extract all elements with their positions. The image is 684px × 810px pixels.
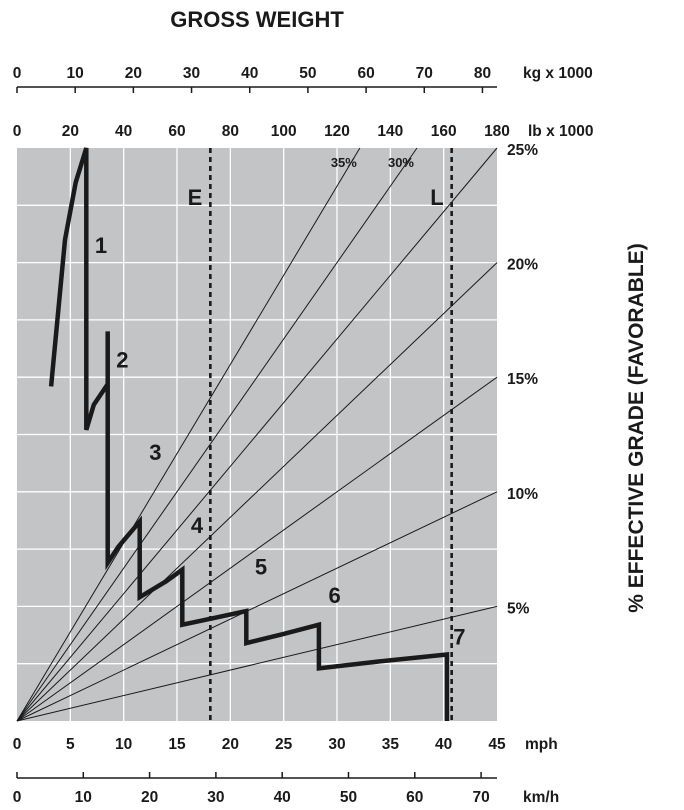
gear-label: 4	[191, 513, 204, 538]
kmh-axis-ticks: 0 10 20 30 40 50 60 70	[13, 772, 490, 806]
gear-labels: 1 2 3 4 5 6 7	[95, 233, 466, 650]
grade-label: 10%	[507, 486, 538, 503]
lb-axis-ticks: 0 20 40 60 80 100 120 140 160 180	[13, 123, 510, 140]
grade-label: 5%	[507, 600, 530, 617]
grade-lines	[16, 147, 498, 722]
lb-tick-label: 80	[222, 123, 239, 140]
kg-tick-label: 60	[357, 65, 374, 82]
grade-line	[16, 147, 361, 722]
lb-tick-label: 20	[62, 123, 79, 140]
gear-label: 1	[95, 233, 107, 258]
weight-marker-label: L	[430, 185, 443, 210]
chart-title: GROSS WEIGHT	[170, 7, 344, 32]
right-axis-title: % EFFECTIVE GRADE (FAVORABLE)	[625, 243, 648, 612]
grade-label: 20%	[507, 257, 538, 274]
grade-line	[16, 376, 498, 722]
grade-label: 15%	[507, 371, 538, 388]
kg-tick-label: 40	[241, 65, 258, 82]
grade-line	[16, 491, 498, 722]
gear-label: 2	[116, 348, 128, 373]
kg-tick-label: 20	[125, 65, 142, 82]
kg-tick-label: 80	[474, 65, 491, 82]
kmh-tick-label: 70	[472, 789, 489, 806]
lb-axis-unit: lb x 1000	[528, 123, 594, 140]
mph-tick-label: 30	[328, 736, 345, 753]
kmh-axis-unit: km/h	[523, 789, 559, 806]
lb-tick-label: 120	[324, 123, 350, 140]
mph-axis-unit: mph	[525, 736, 558, 753]
lb-tick-label: 60	[168, 123, 185, 140]
gear-label: 3	[149, 440, 161, 465]
kmh-tick-label: 40	[274, 789, 291, 806]
mph-tick-label: 35	[382, 736, 400, 753]
kg-tick-label: 50	[299, 65, 316, 82]
retarder-curve	[48, 147, 450, 721]
grade-label: 30%	[388, 155, 414, 170]
mph-tick-label: 5	[66, 736, 75, 753]
grade-line	[16, 605, 498, 722]
kmh-tick-label: 50	[340, 789, 357, 806]
kg-axis-unit: kg x 1000	[523, 65, 593, 82]
gear-label: 7	[453, 625, 465, 650]
kmh-tick-label: 60	[406, 789, 423, 806]
grade-line	[16, 147, 498, 722]
lb-tick-label: 160	[431, 123, 457, 140]
kmh-tick-label: 10	[75, 789, 92, 806]
mph-tick-label: 25	[275, 736, 293, 753]
grade-label: 35%	[331, 155, 357, 170]
mph-tick-label: 10	[115, 736, 132, 753]
mph-tick-label: 40	[435, 736, 452, 753]
lb-tick-label: 180	[484, 123, 510, 140]
gear-label: 6	[328, 583, 340, 608]
kg-axis-ticks: 0 10 20 30 40 50 60 70 80	[13, 65, 491, 93]
lb-tick-label: 140	[377, 123, 403, 140]
grade-labels: 5% 10% 15% 20% 25% 30% 35%	[331, 142, 538, 617]
kg-tick-label: 70	[416, 65, 433, 82]
mph-tick-label: 15	[168, 736, 186, 753]
kg-tick-label: 10	[67, 65, 84, 82]
grade-label: 25%	[507, 142, 538, 159]
grade-line	[16, 147, 418, 722]
kg-tick-label: 0	[13, 65, 22, 82]
kg-tick-label: 30	[183, 65, 200, 82]
lb-tick-label: 100	[271, 123, 297, 140]
kmh-tick-label: 20	[141, 789, 158, 806]
kmh-tick-label: 0	[13, 789, 22, 806]
lb-tick-label: 0	[13, 123, 22, 140]
kmh-tick-label: 30	[207, 789, 224, 806]
grade-line	[16, 262, 498, 722]
gear-label: 5	[255, 555, 267, 580]
mph-axis-ticks: 0 5 10 15 20 25 30 35 40 45	[13, 736, 506, 753]
mph-tick-label: 20	[222, 736, 239, 753]
mph-tick-label: 0	[13, 736, 22, 753]
weight-marker-label: E	[188, 185, 203, 210]
lb-tick-label: 40	[115, 123, 132, 140]
mph-tick-label: 45	[488, 736, 506, 753]
